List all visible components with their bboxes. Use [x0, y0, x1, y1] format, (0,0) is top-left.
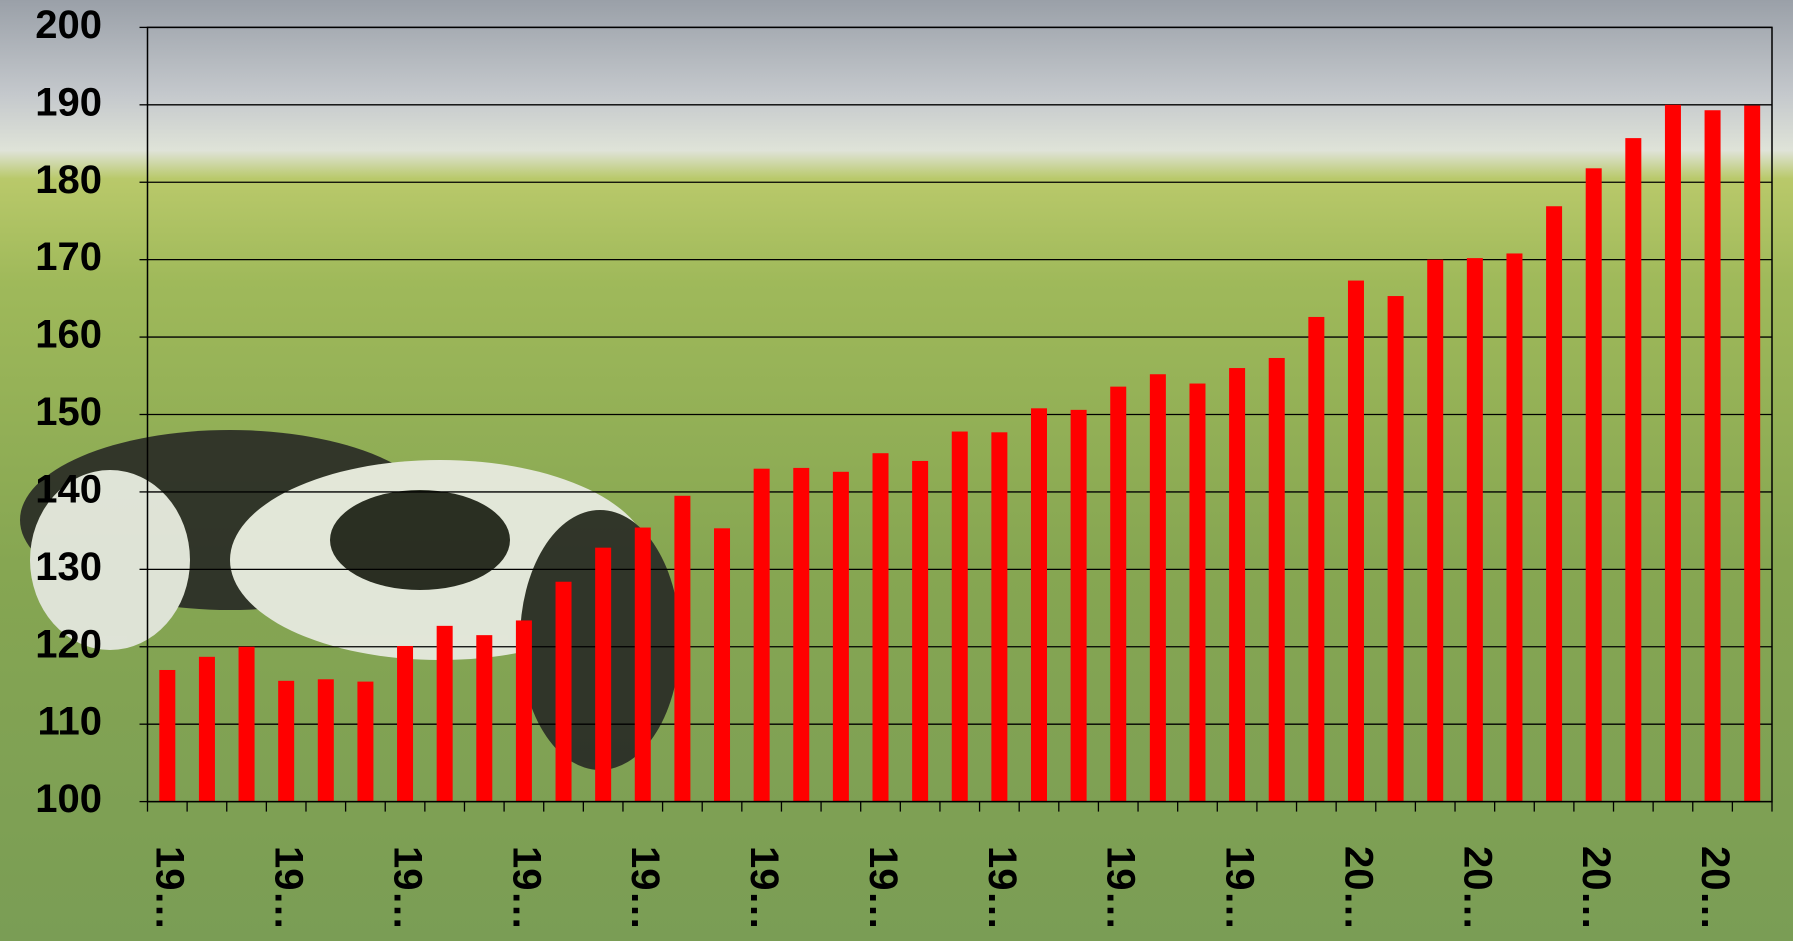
x-tick-label: 19…: [742, 846, 786, 931]
x-tick-label: 20…: [1574, 846, 1618, 931]
y-tick-label: 160: [35, 313, 102, 357]
x-tick-label: 20…: [1455, 846, 1499, 931]
bar: [912, 460, 929, 802]
bar: [278, 680, 295, 802]
bar: [476, 635, 493, 802]
x-tick-label: 19…: [267, 846, 311, 931]
bar: [753, 468, 770, 802]
x-tick-label: 19…: [980, 846, 1024, 931]
bar: [238, 646, 255, 802]
bar: [1704, 110, 1721, 802]
y-tick-label: 140: [35, 467, 102, 511]
bar: [1625, 138, 1642, 802]
x-tick-label: 19…: [148, 846, 192, 931]
x-tick-label: 19…: [1218, 846, 1262, 931]
y-tick-label: 120: [35, 622, 102, 666]
bar: [1189, 383, 1206, 802]
cows: [20, 430, 680, 770]
bar: [1427, 259, 1444, 802]
plot-frame: [146, 26, 1773, 803]
bar: [951, 431, 968, 802]
bar: [1387, 296, 1404, 802]
bar: [595, 547, 612, 802]
x-tick-label: 19…: [623, 846, 667, 931]
bar: [872, 453, 889, 802]
bar: [674, 495, 691, 802]
bar: [634, 527, 651, 802]
bar: [357, 681, 374, 802]
bar: [159, 669, 176, 802]
bar: [1664, 104, 1681, 802]
bar: [1268, 357, 1285, 802]
y-tick-label: 190: [35, 80, 102, 124]
bar: [1070, 409, 1087, 802]
bar: [1308, 316, 1325, 802]
x-tick-label: 19…: [1099, 846, 1143, 931]
bar: [1585, 168, 1602, 802]
bar: [436, 625, 453, 802]
y-tick-label: 180: [35, 158, 102, 202]
y-tick-label: 200: [35, 3, 102, 47]
bar: [317, 679, 334, 802]
x-tick-label: 19…: [861, 846, 905, 931]
x-tick-label: 19…: [385, 846, 429, 931]
y-tick-label: 100: [35, 777, 102, 821]
bar: [198, 656, 215, 802]
bar: [1546, 206, 1563, 802]
x-tick-label: 19…: [504, 846, 548, 931]
y-tick-label: 130: [35, 545, 102, 589]
bar: [397, 645, 414, 802]
y-tick-label: 170: [35, 235, 102, 279]
bar: [1347, 280, 1364, 802]
bar: [1030, 408, 1047, 802]
y-tick-label: 110: [37, 700, 102, 744]
bar: [1110, 386, 1127, 802]
bar: [832, 471, 849, 802]
bar: [1466, 258, 1483, 802]
bar: [515, 620, 532, 802]
bar: [991, 432, 1008, 802]
x-tick-label: 20…: [1693, 846, 1737, 931]
x-tick-label: 20…: [1336, 846, 1380, 931]
bar: [1229, 368, 1246, 802]
bar: [793, 467, 810, 802]
bar: [714, 528, 731, 802]
bar: [1744, 105, 1761, 802]
bar: [1506, 253, 1523, 802]
bar: [555, 581, 572, 802]
y-tick-label: 150: [35, 390, 102, 434]
bar: [1149, 374, 1166, 802]
